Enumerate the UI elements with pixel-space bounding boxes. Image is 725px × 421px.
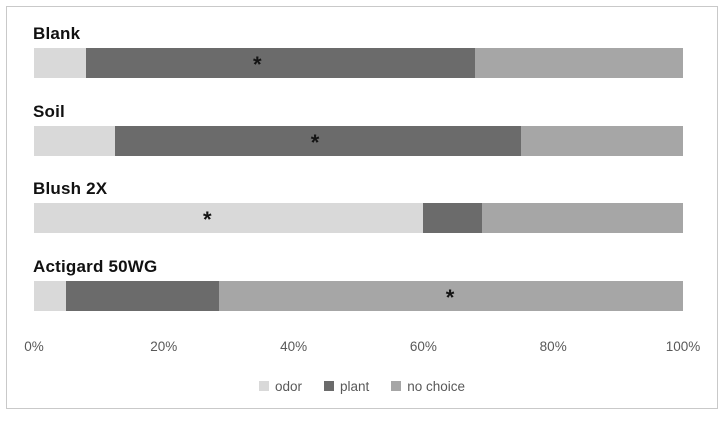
legend: odor plant no choice [7,376,717,396]
legend-swatch-icon [391,381,402,391]
bar-segment-plant [115,126,521,156]
legend-label: odor [274,378,302,394]
category-label: Actigard 50WG [33,257,158,276]
bar-segment-odor [34,48,86,78]
stacked-bar: * [34,203,683,233]
x-axis-tick-label: 20% [150,339,178,354]
legend-swatch-icon [323,381,334,391]
legend-entry-plant: plant [323,378,370,394]
significance-asterisk: * [252,52,262,77]
bar-segment-odor [34,281,67,311]
bar-segment-plant [85,48,476,78]
category-label: Blank [33,24,81,43]
chart-frame: Blank * Soil * Blush 2X * Actigard 50WG * 0% 20%… [6,6,718,409]
significance-asterisk: * [310,130,320,155]
legend-swatch-icon [258,381,269,391]
significance-asterisk: * [203,207,212,232]
category-label: Soil [33,102,65,121]
bar-segment-no-choice [475,48,683,78]
bar-segment-no-choice [218,281,683,311]
category-label: Blush 2X [33,179,108,198]
bar-segment-plant [423,203,482,233]
legend-entry-no-choice: no choice [391,379,465,394]
x-axis: 0% 20% 40% 60% 80% 100% [24,339,700,357]
bar-segment-no-choice [481,203,683,233]
x-axis-tick-label: 80% [539,339,567,354]
x-axis-tick-label: 100% [665,339,701,354]
legend-label: no choice [407,378,466,394]
bar-segment-odor [34,126,116,156]
significance-asterisk: * [445,285,455,310]
x-axis-tick-label: 0% [24,339,44,354]
stacked-bar: * [34,48,683,78]
bar-segment-plant [66,281,219,311]
x-axis-tick-label: 40% [280,339,308,354]
legend-label: plant [339,378,370,394]
stacked-bar: * [34,281,683,311]
x-axis-tick-label: 60% [409,339,437,354]
bar-segment-odor [34,203,424,233]
stacked-bar: * [34,126,683,156]
legend-entry-odor: odor [258,378,302,394]
bar-segment-no-choice [520,126,683,156]
